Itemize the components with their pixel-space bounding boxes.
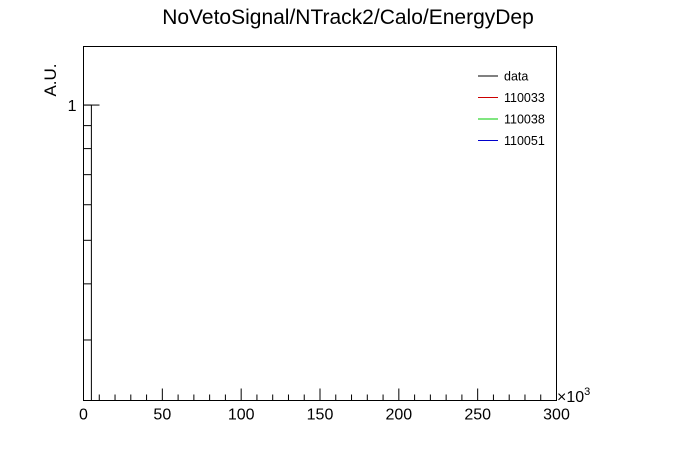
legend-entry-label: data: [504, 70, 528, 84]
x-tick-label: 50: [153, 407, 171, 424]
series-layer: [83, 104, 92, 401]
y-axis-label: A.U.: [41, 63, 60, 96]
x-multiplier-exponent: 3: [584, 386, 590, 398]
legend-entry-label: 110033: [504, 91, 545, 105]
x-tick-label: 0: [79, 407, 88, 424]
legend: data 110033 110038 110051: [478, 70, 545, 148]
x-tick-label: 200: [385, 407, 412, 424]
x-axis-multiplier: ×103: [557, 386, 590, 406]
x-tick-label: 250: [464, 407, 491, 424]
chart-title: NoVetoSignal/NTrack2/Calo/EnergyDep: [162, 6, 534, 29]
legend-entry-label: 110051: [504, 134, 545, 148]
x-tick-label: 300: [543, 407, 570, 424]
x-multiplier-base: ×10: [557, 389, 584, 406]
y-tick-label: 1: [68, 98, 77, 115]
x-axis: 0 50 100 150 200 250 300: [79, 388, 570, 424]
x-tick-label: 100: [228, 407, 255, 424]
legend-entry-label: 110038: [504, 113, 545, 127]
plot-frame: [83, 46, 557, 401]
x-tick-label: 150: [307, 407, 334, 424]
